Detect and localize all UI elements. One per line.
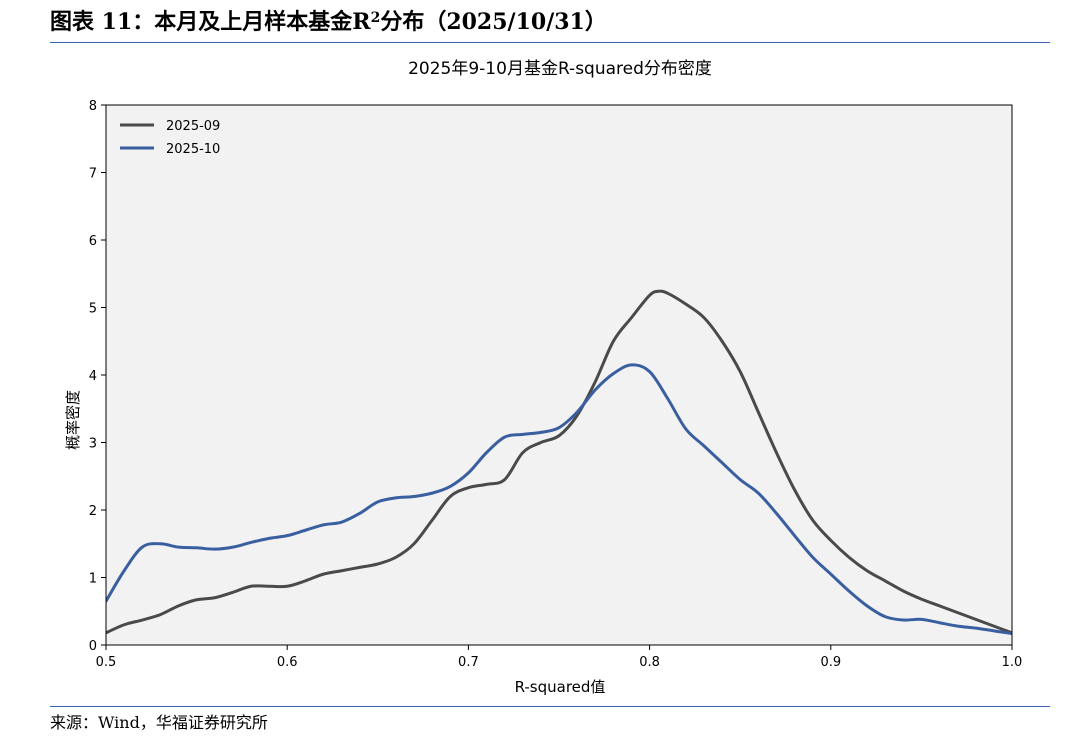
report-title-suffix: 分布（2025/10/31） [380, 9, 607, 35]
y-tick-label: 3 [89, 437, 97, 452]
legend-label-2025-10: 2025-10 [166, 142, 220, 157]
plot-background [106, 105, 1012, 645]
x-tick-label: 0.8 [639, 655, 660, 670]
y-tick-label: 7 [89, 167, 97, 182]
y-axis-label: 概率密度 [64, 390, 82, 450]
bottom-divider [50, 706, 1050, 707]
legend-label-2025-09: 2025-09 [166, 119, 220, 134]
x-tick-label: 0.7 [458, 655, 479, 670]
series-line-2025-10 [106, 363, 1012, 636]
y-tick-label: 2 [89, 504, 97, 519]
x-tick-label: 0.5 [96, 655, 117, 670]
report-title-prefix: 图表 11：本月及上月样本基金R [50, 9, 371, 35]
y-tick-label: 4 [89, 369, 97, 384]
report-title-superscript: 2 [370, 10, 381, 26]
series-line-2025-09 [106, 289, 1012, 635]
y-tick-label: 6 [89, 234, 97, 249]
y-tick-label: 8 [89, 99, 97, 114]
x-tick-label: 0.6 [277, 655, 298, 670]
top-divider [50, 42, 1050, 43]
source-note: 来源：Wind，华福证券研究所 [50, 713, 268, 732]
x-axis-label: R-squared值 [515, 678, 606, 696]
y-tick-label: 5 [89, 302, 97, 317]
density-chart: 2025年9-10月基金R-squared分布密度 0.5 0.6 0.7 0.8 0.… [64, 59, 1023, 696]
x-tick-label: 1.0 [1002, 655, 1023, 670]
x-tick-label: 0.9 [820, 655, 841, 670]
report-title: 图表 11：本月及上月样本基金R2分布（2025/10/31） [50, 4, 607, 40]
y-tick-label: 0 [89, 639, 97, 654]
chart-title: 2025年9-10月基金R-squared分布密度 [408, 59, 712, 79]
plot-frame [105, 104, 1013, 646]
plot-area: 0.5 0.6 0.7 0.8 0.9 1.0 0 1 2 3 4 5 6 7 8 2025-09 2025-1… [89, 99, 1023, 670]
y-tick-label: 1 [89, 572, 97, 587]
